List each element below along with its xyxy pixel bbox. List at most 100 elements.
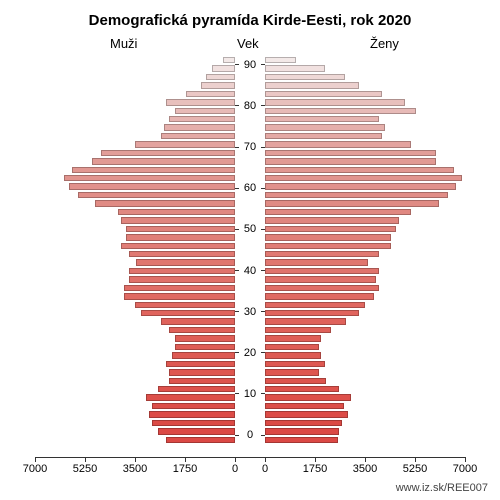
bar-slot	[265, 107, 465, 115]
female-bar-age-18	[265, 361, 325, 367]
x-tick	[185, 457, 186, 462]
x-tick-label: 7000	[453, 463, 477, 475]
female-bar-age-24	[265, 335, 321, 341]
male-bar-age-18	[166, 361, 235, 367]
age-label	[235, 326, 265, 332]
bar-slot	[35, 360, 235, 368]
bar-slot	[265, 410, 465, 418]
age-label	[235, 373, 265, 379]
bar-slot	[35, 216, 235, 224]
male-bar-age-44	[129, 251, 235, 257]
bar-slot	[35, 258, 235, 266]
label-female: Ženy	[370, 36, 399, 51]
age-label	[235, 121, 265, 127]
bar-slot	[35, 166, 235, 174]
male-bar-age-36	[124, 285, 235, 291]
female-bar-age-72	[265, 133, 382, 139]
female-bar-age-10	[265, 394, 351, 400]
male-bar-age-0	[166, 437, 235, 443]
age-label	[235, 91, 265, 97]
age-label	[235, 162, 265, 168]
male-bar-age-84	[201, 82, 235, 88]
age-label	[235, 203, 265, 209]
bar-slot	[265, 250, 465, 258]
male-bar-age-60	[69, 183, 235, 189]
female-bar-age-6	[265, 411, 348, 417]
bar-slot	[35, 199, 235, 207]
bar-slot	[35, 123, 235, 131]
female-bar-age-8	[265, 403, 344, 409]
bar-slot	[265, 402, 465, 410]
male-bar-age-8	[152, 403, 235, 409]
age-label: 30	[235, 303, 265, 321]
female-bar-age-32	[265, 302, 365, 308]
male-bar-age-68	[101, 150, 235, 156]
chart-container: Demografická pyramída Kirde-Eesti, rok 2…	[0, 0, 500, 500]
male-bar-age-14	[169, 378, 235, 384]
bar-slot	[35, 174, 235, 182]
bar-slot	[35, 275, 235, 283]
x-tick	[465, 457, 466, 462]
male-bar-age-52	[121, 217, 235, 223]
age-label: 90	[235, 56, 265, 74]
bar-slot	[265, 199, 465, 207]
age-label	[235, 127, 265, 133]
bar-slot	[35, 326, 235, 334]
male-bar-age-74	[164, 124, 235, 130]
bar-slot	[265, 115, 465, 123]
male-bar-age-20	[172, 352, 235, 358]
bar-slot	[265, 233, 465, 241]
female-bar-age-30	[265, 310, 359, 316]
bar-slot	[35, 292, 235, 300]
female-bar-age-40	[265, 268, 379, 274]
x-tick	[85, 457, 86, 462]
bar-slot	[35, 140, 235, 148]
female-bar-age-46	[265, 243, 391, 249]
male-bar-age-16	[169, 369, 235, 375]
age-label	[235, 415, 265, 421]
bar-slot	[35, 368, 235, 376]
bar-slot	[35, 56, 235, 64]
female-bar-age-88	[265, 65, 325, 71]
male-bar-age-4	[152, 420, 235, 426]
x-tick	[415, 457, 416, 462]
bar-slot	[265, 334, 465, 342]
male-bar-age-28	[161, 318, 235, 324]
bar-slot	[35, 250, 235, 258]
female-bar-age-52	[265, 217, 399, 223]
male-bar-age-22	[175, 344, 235, 350]
female-bar-age-70	[265, 141, 411, 147]
x-tick-label: 7000	[23, 463, 47, 475]
female-bar-age-14	[265, 378, 326, 384]
bar-slot	[265, 208, 465, 216]
male-bar-age-76	[169, 116, 235, 122]
age-label	[235, 244, 265, 250]
bar-slot	[265, 284, 465, 292]
age-label	[235, 250, 265, 256]
age-label: 0	[235, 426, 265, 444]
bar-slot	[265, 98, 465, 106]
male-bar-age-30	[141, 310, 235, 316]
bar-slot	[35, 191, 235, 199]
bar-slot	[265, 182, 465, 190]
male-bar-age-40	[129, 268, 235, 274]
female-bar-age-56	[265, 200, 439, 206]
bar-slot	[265, 393, 465, 401]
age-label: 80	[235, 97, 265, 115]
x-tick	[135, 457, 136, 462]
bar-slot	[265, 157, 465, 165]
x-tick	[315, 457, 316, 462]
female-bar-age-74	[265, 124, 385, 130]
bar-slot	[35, 317, 235, 325]
age-label: 70	[235, 138, 265, 156]
female-bar-age-36	[265, 285, 379, 291]
female-bar-age-78	[265, 108, 416, 114]
age-label	[235, 85, 265, 91]
female-bar-age-60	[265, 183, 456, 189]
male-bar-age-82	[186, 91, 235, 97]
female-bar-age-54	[265, 209, 411, 215]
bar-slot	[265, 343, 465, 351]
bar-slot	[35, 182, 235, 190]
source-label: www.iz.sk/REE007	[396, 482, 488, 494]
bar-slot	[35, 73, 235, 81]
